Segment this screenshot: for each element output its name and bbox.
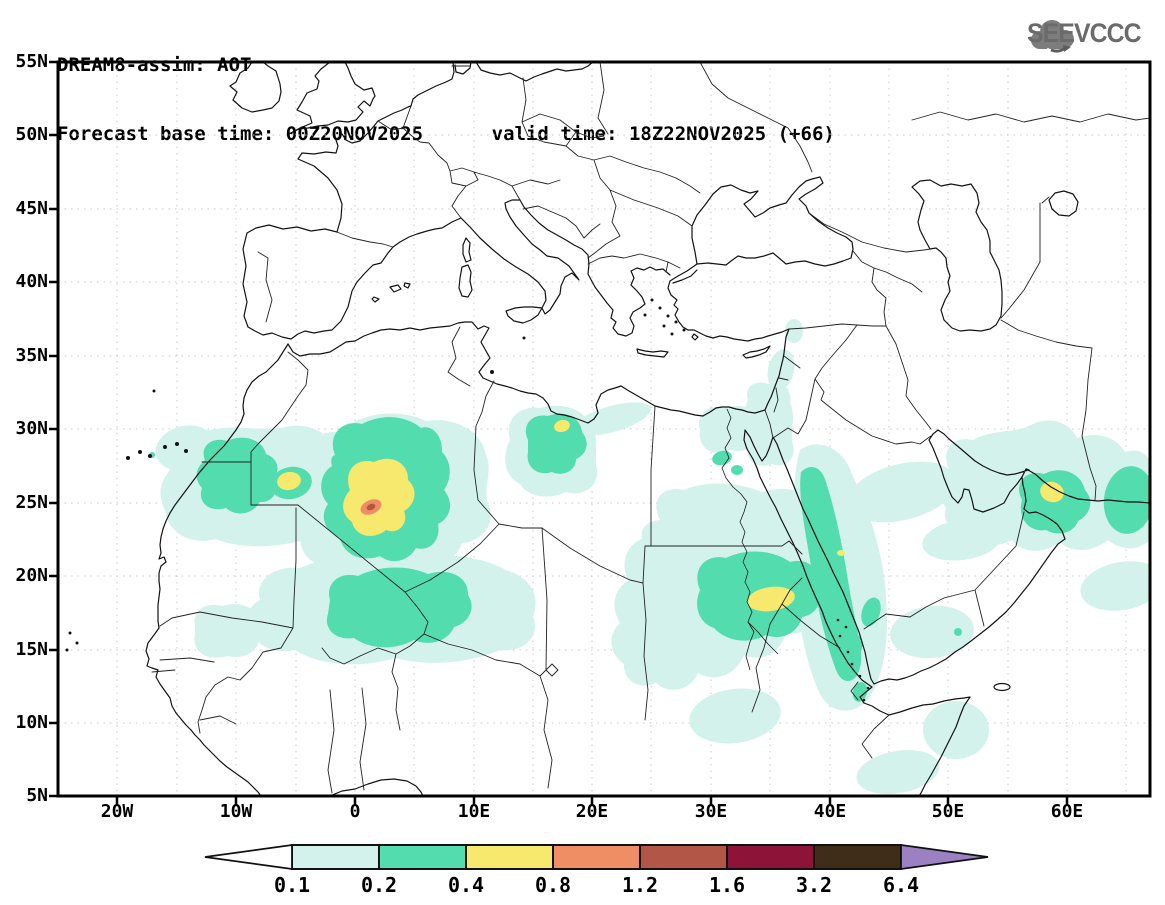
colorbar-tick-label: 1.2 — [621, 873, 659, 897]
colorbar-segment-0.8 — [552, 844, 641, 870]
colorbar-tick-label: 3.2 — [795, 873, 833, 897]
colorbar-segment-1.2 — [639, 844, 728, 870]
plot-subtitle: Forecast base time: 00Z20NOV2025 valid t… — [57, 123, 835, 145]
colorbar-segment-1.6 — [726, 844, 815, 870]
lon-tick-label: 20W — [100, 801, 134, 822]
borders-north-africa — [159, 326, 841, 734]
coast-west-africa — [145, 343, 424, 795]
lat-tick-label: 30N — [15, 418, 48, 439]
lon-tick-label: 20E — [575, 801, 609, 822]
coast-islands — [371, 237, 771, 359]
lat-tick-label: 15N — [15, 639, 48, 660]
lat-tick-label: 45N — [15, 198, 48, 219]
lon-tick-label: 10E — [457, 801, 491, 822]
coast-north-africa — [287, 321, 766, 424]
coast-aral-sea — [1048, 190, 1079, 217]
colorbar-tick-label: 1.6 — [708, 873, 746, 897]
graticule-gridlines — [58, 62, 1150, 796]
borders-middle-east — [764, 323, 1025, 759]
colorbar-tick-label: 0.1 — [273, 873, 311, 897]
lat-tick-label: 50N — [15, 124, 48, 145]
lat-tick-label: 35N — [15, 345, 48, 366]
coast-baltic — [454, 63, 593, 82]
lat-tick-label: 20N — [15, 565, 48, 586]
borders-europe — [257, 63, 701, 323]
lat-tick-label: 40N — [15, 271, 48, 292]
aot-level-0.8-regions — [360, 499, 382, 515]
coast-socotra — [993, 682, 1011, 692]
coast-redsea-west-horn — [743, 430, 971, 795]
coast-atlantic-europe — [297, 63, 455, 233]
borders-east-europe-caucasus — [700, 63, 1149, 327]
colorbar-left-arrow — [204, 843, 293, 871]
lat-tick-label: 5N — [26, 785, 48, 806]
coast-britain — [288, 63, 376, 135]
coast-ireland — [229, 63, 282, 113]
borders-central-asia — [1000, 196, 1097, 501]
colorbar-tick-label: 0.8 — [534, 873, 572, 897]
coast-sinai-arabia-gulf — [744, 429, 1149, 685]
coastlines — [145, 63, 1149, 795]
colorbar-segment-0.1 — [291, 844, 380, 870]
lon-tick-label: 30E — [694, 801, 728, 822]
lon-tick-label: 0 — [349, 801, 361, 822]
coast-levant-turkey — [667, 263, 790, 411]
colorbar-right-arrow — [900, 843, 989, 871]
colorbar-tick-label: 6.4 — [882, 873, 920, 897]
lon-tick-label: 50E — [931, 801, 965, 822]
cloud-icon — [1031, 20, 1075, 53]
lat-tick-label: 55N — [15, 51, 48, 72]
colorbar — [291, 844, 902, 870]
lon-tick-label: 60E — [1050, 801, 1084, 822]
coast-black-sea — [691, 176, 854, 267]
axis-ticks — [49, 60, 1069, 805]
borders-sahel — [151, 527, 559, 794]
lat-tick-label: 10N — [15, 712, 48, 733]
aot-level-0.1-regions — [155, 319, 1149, 794]
colorbar-segment-0.2 — [378, 844, 467, 870]
coast-iberia — [242, 217, 462, 340]
colorbar-tick-label: 0.4 — [447, 873, 485, 897]
coast-caspian-sea — [911, 179, 1003, 332]
aot-level-0.4-regions — [277, 419, 1064, 612]
seevccc-logo: SEEVCCC — [1027, 18, 1151, 53]
lat-tick-label: 25N — [15, 492, 48, 513]
colorbar-tick-label: 0.2 — [360, 873, 398, 897]
nile-river — [721, 408, 779, 671]
logo-text: SEEVCCC — [1027, 18, 1142, 48]
country-borders — [151, 63, 1149, 794]
lon-tick-label: 10W — [219, 801, 253, 822]
aot-contour-fills — [149, 319, 1149, 794]
coast-italy-balkans-greece — [460, 199, 671, 337]
colorbar-segment-0.4 — [465, 844, 554, 870]
lon-tick-label: 40E — [813, 801, 847, 822]
colorbar-segment-3.2 — [813, 844, 902, 870]
plot-titles: DREAM8-assim: AOT Forecast base time: 00… — [57, 8, 835, 192]
island-specks — [65, 298, 870, 702]
